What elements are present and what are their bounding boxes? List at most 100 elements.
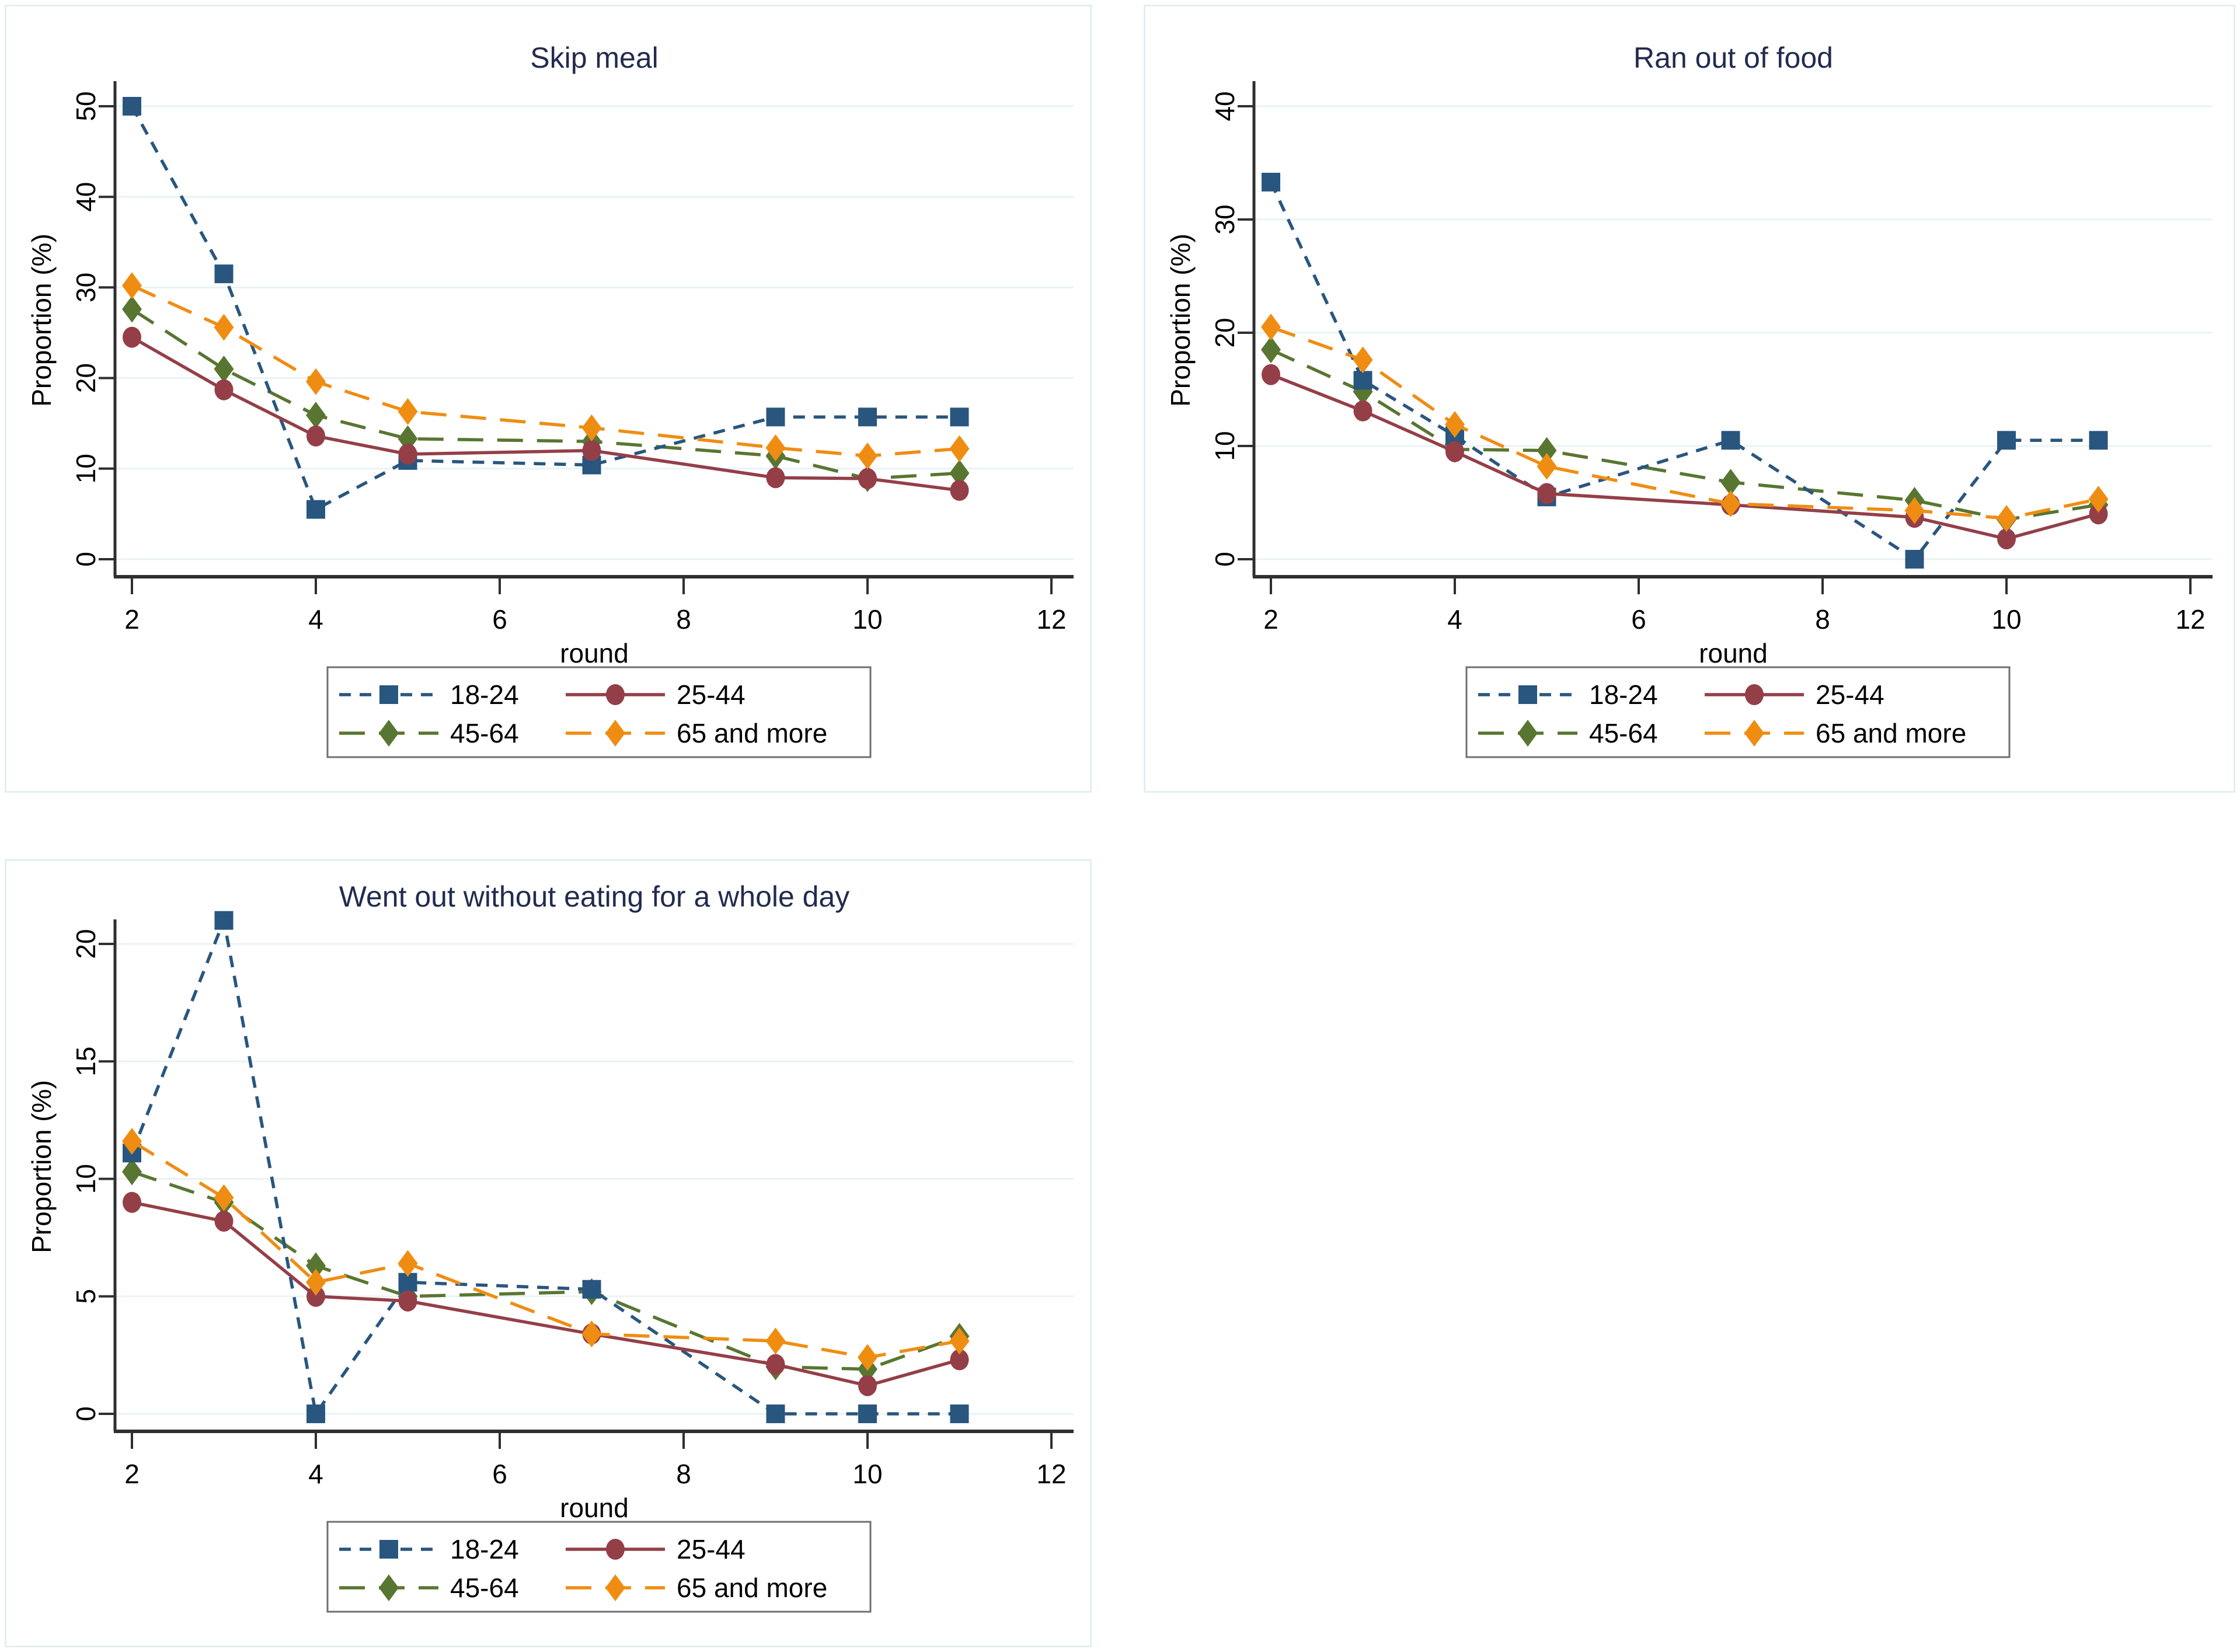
x-axis-title: round xyxy=(1699,638,1768,668)
legend-item-65 and more: 65 and more xyxy=(566,718,827,748)
marker-65 and more xyxy=(398,398,418,426)
x-tick-label: 8 xyxy=(676,604,691,635)
legend-label: 65 and more xyxy=(1816,718,1966,748)
x-axis-title: round xyxy=(560,638,629,668)
legend-label: 45-64 xyxy=(450,718,519,748)
legend-marker-18-24 xyxy=(379,685,398,704)
marker-18-24 xyxy=(306,1404,325,1423)
y-axis-title: Proportion (%) xyxy=(26,1080,57,1253)
y-tick-label: 20 xyxy=(71,929,101,959)
series-line-18-24 xyxy=(130,105,960,512)
series-line-18-24 xyxy=(130,914,960,1418)
marker-18-24 xyxy=(1262,172,1280,191)
marker-18-24 xyxy=(1353,371,1372,390)
marker-65 and more xyxy=(1353,346,1373,374)
marker-18-24 xyxy=(766,1404,785,1423)
axes xyxy=(99,919,1074,1449)
marker-45-64 xyxy=(1537,437,1557,464)
series-line-45-64 xyxy=(131,308,960,480)
legend-item-25-44: 25-44 xyxy=(1705,679,1884,710)
x-tick-label: 12 xyxy=(1036,1459,1066,1489)
chart-title: Went out without eating for a whole day xyxy=(339,880,850,913)
x-tick-label: 8 xyxy=(1815,604,1830,635)
y-tick-label: 10 xyxy=(1210,431,1240,461)
y-tick-label: 15 xyxy=(71,1047,101,1076)
marker-25-44 xyxy=(858,468,877,489)
marker-25-44 xyxy=(398,1290,417,1312)
legend-marker-45-64 xyxy=(379,1574,399,1601)
x-tick-label: 2 xyxy=(124,604,140,635)
legend-marker-18-24 xyxy=(1518,685,1537,704)
marker-45-64 xyxy=(1261,336,1281,364)
marker-25-44 xyxy=(398,443,417,465)
marker-18-24 xyxy=(1721,431,1740,450)
y-tick-label: 20 xyxy=(71,363,101,393)
marker-65 and more xyxy=(581,1320,602,1348)
chart-title: Skip meal xyxy=(530,41,659,74)
marker-45-64 xyxy=(122,295,142,323)
marker-25-44 xyxy=(858,1375,877,1396)
series-25-44 xyxy=(123,1191,969,1396)
tick-labels: 0 10 20 30 40 2 4 6 8 10 12 xyxy=(1210,91,2206,635)
series-65 and more xyxy=(1261,313,2109,532)
x-tick-label: 10 xyxy=(852,1459,882,1489)
legend-item-45-64: 45-64 xyxy=(339,718,519,748)
marker-65 and more xyxy=(949,1327,970,1355)
marker-65 and more xyxy=(1261,313,1281,341)
marker-65 and more xyxy=(2088,486,2109,513)
x-tick-label: 6 xyxy=(492,604,507,635)
x-tick-label: 4 xyxy=(308,604,323,635)
x-tick-label: 10 xyxy=(1991,604,2021,635)
y-tick-label: 10 xyxy=(71,1164,101,1194)
marker-65 and more xyxy=(1904,497,1925,524)
tick-labels: 0 5 10 15 20 2 4 6 8 10 12 xyxy=(71,929,1067,1489)
x-tick-label: 10 xyxy=(852,604,882,635)
marker-65 and more xyxy=(306,368,326,395)
marker-65 and more xyxy=(1445,411,1465,438)
series-line-25-44 xyxy=(1270,373,2099,541)
marker-18-24 xyxy=(766,407,785,427)
y-gridlines xyxy=(115,105,1074,560)
marker-25-44 xyxy=(950,1349,969,1371)
legend-label: 25-44 xyxy=(677,1534,745,1564)
marker-25-44 xyxy=(582,440,601,461)
x-tick-label: 12 xyxy=(1036,604,1066,635)
series-line-25-44 xyxy=(131,1201,960,1388)
marker-65 and more xyxy=(306,1268,326,1296)
tick-labels: 0 10 20 30 40 50 2 4 6 8 10 12 xyxy=(71,91,1067,635)
series-18-24 xyxy=(123,97,969,519)
axes xyxy=(99,81,1074,594)
marker-18-24 xyxy=(1997,431,2016,450)
marker-65 and more xyxy=(214,313,234,341)
x-tick-label: 8 xyxy=(676,1459,691,1489)
marker-25-44 xyxy=(306,425,325,447)
marker-25-44 xyxy=(1353,400,1372,421)
marker-65 and more xyxy=(1537,452,1557,480)
marker-18-24 xyxy=(950,407,969,427)
legend-label: 45-64 xyxy=(450,1573,519,1603)
chart-svg-skip-meal: 0 10 20 30 40 50 2 4 6 8 10 12 Skip meal round Proport… xyxy=(26,41,1074,758)
legend: 18-24 25-44 45-64 65 and more xyxy=(1465,666,2011,758)
legend-marker-65 and more xyxy=(605,1574,625,1601)
y-tick-label: 30 xyxy=(1210,204,1240,234)
marker-65 and more xyxy=(122,272,142,299)
marker-65 and more xyxy=(949,435,970,462)
series-line-65 and more xyxy=(1270,325,2099,520)
series-line-25-44 xyxy=(131,336,960,492)
marker-45-64 xyxy=(1720,469,1741,496)
marker-18-24 xyxy=(214,911,234,930)
marker-18-24 xyxy=(123,97,141,116)
legend-item-18-24: 18-24 xyxy=(339,1534,519,1564)
marker-45-64 xyxy=(306,402,326,429)
marker-25-44 xyxy=(2089,503,2108,525)
marker-45-64 xyxy=(949,459,970,487)
legend-label: 25-44 xyxy=(1816,679,1884,710)
marker-25-44 xyxy=(766,1354,785,1375)
series-25-44 xyxy=(1262,364,2108,550)
legend-marker-18-24 xyxy=(379,1540,398,1559)
x-tick-label: 6 xyxy=(492,1459,507,1489)
chart-went-out-without-eating: 0 5 10 15 20 2 4 6 8 10 12 Went out without eating … xyxy=(5,859,1092,1647)
legend-item-45-64: 45-64 xyxy=(339,1573,519,1603)
legend-marker-25-44 xyxy=(606,1539,625,1560)
